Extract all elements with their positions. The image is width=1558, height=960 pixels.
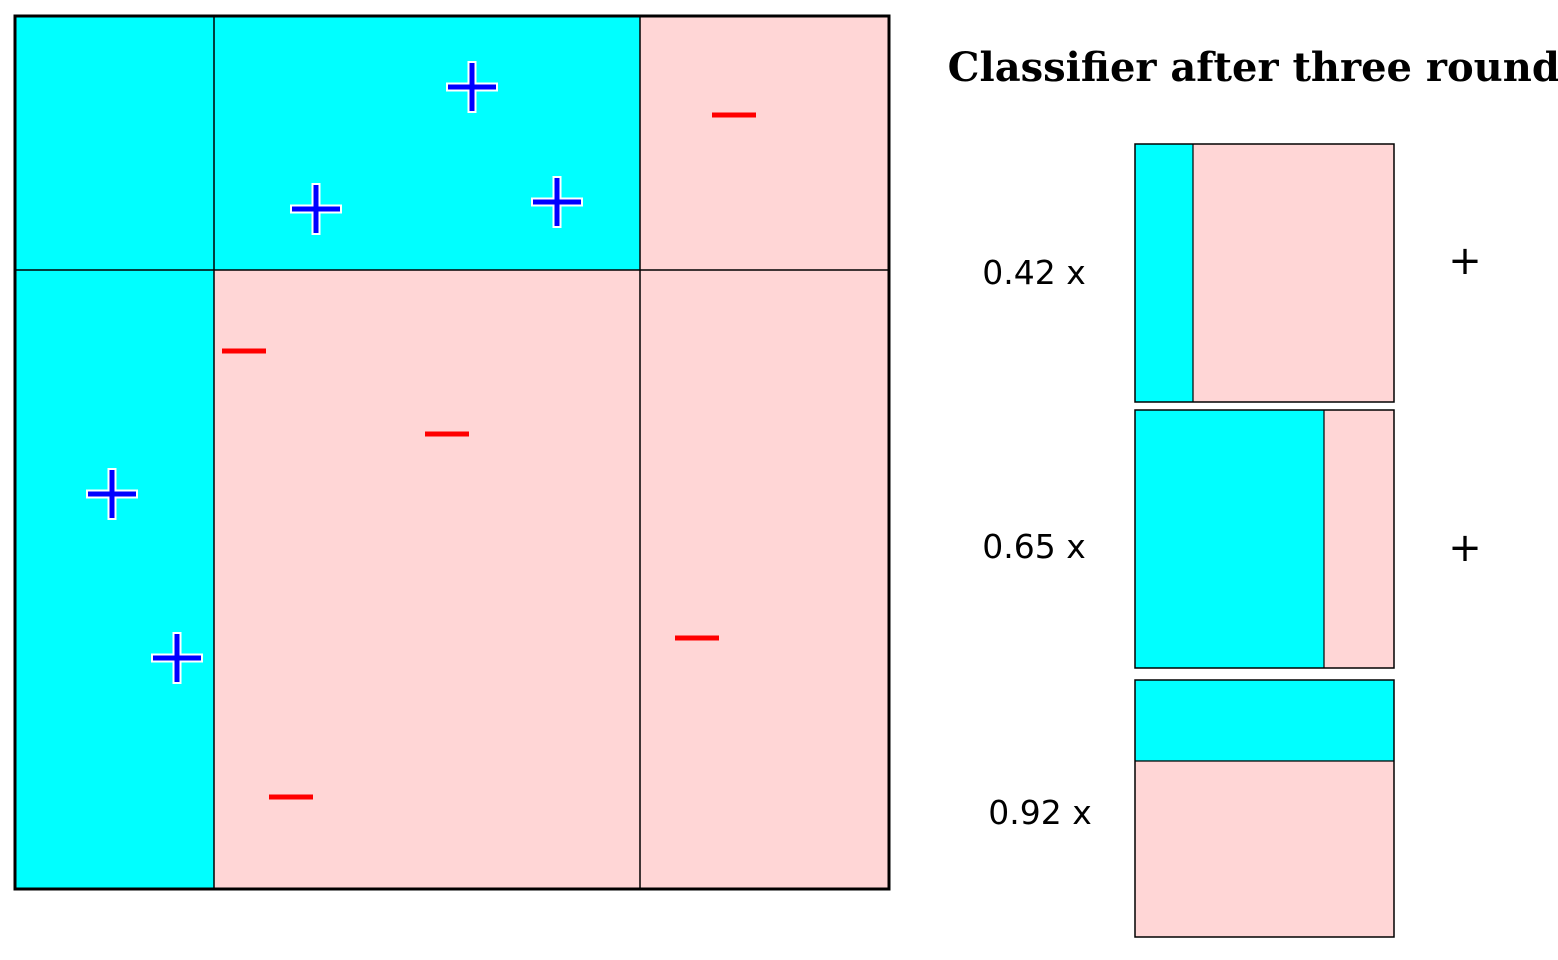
point-plus-5 [151,632,203,684]
sign-label-2: + [1448,525,1482,571]
weak1-positive-region [1135,144,1193,402]
weak2-border [1134,409,1395,669]
weight-label-2: 0.65 x [982,527,1086,566]
weak2-negative-region [1324,410,1394,668]
weak-classifier-1: 0.42 x + [982,143,1482,403]
point-plus-2 [290,183,342,235]
title: Classifier after three rounds [948,44,1558,91]
region-top-left [15,16,214,270]
point-plus-4 [86,468,138,520]
weak-classifier-3: 0.92 x [988,679,1395,938]
weak3-border [1134,679,1395,938]
region-bottom-middle [214,270,640,889]
region-bottom-right [640,270,889,889]
region-top-middle [214,16,640,270]
combined-classifier [13,14,891,891]
region-top-right [640,16,889,270]
weak3-negative-region [1135,761,1394,937]
point-plus-1 [446,61,498,113]
weak1-negative-region [1193,144,1394,402]
weight-label-1: 0.42 x [982,253,1086,292]
combined-border [13,14,891,891]
point-plus-3 [531,176,583,228]
weak2-positive-region [1135,410,1324,668]
region-bottom-left [15,270,214,889]
weak-classifier-2: 0.65 x + [982,409,1482,669]
sign-label-1: + [1448,238,1482,284]
weak3-positive-region [1135,680,1394,761]
weight-label-3: 0.92 x [988,793,1092,832]
weak1-border [1134,143,1395,403]
